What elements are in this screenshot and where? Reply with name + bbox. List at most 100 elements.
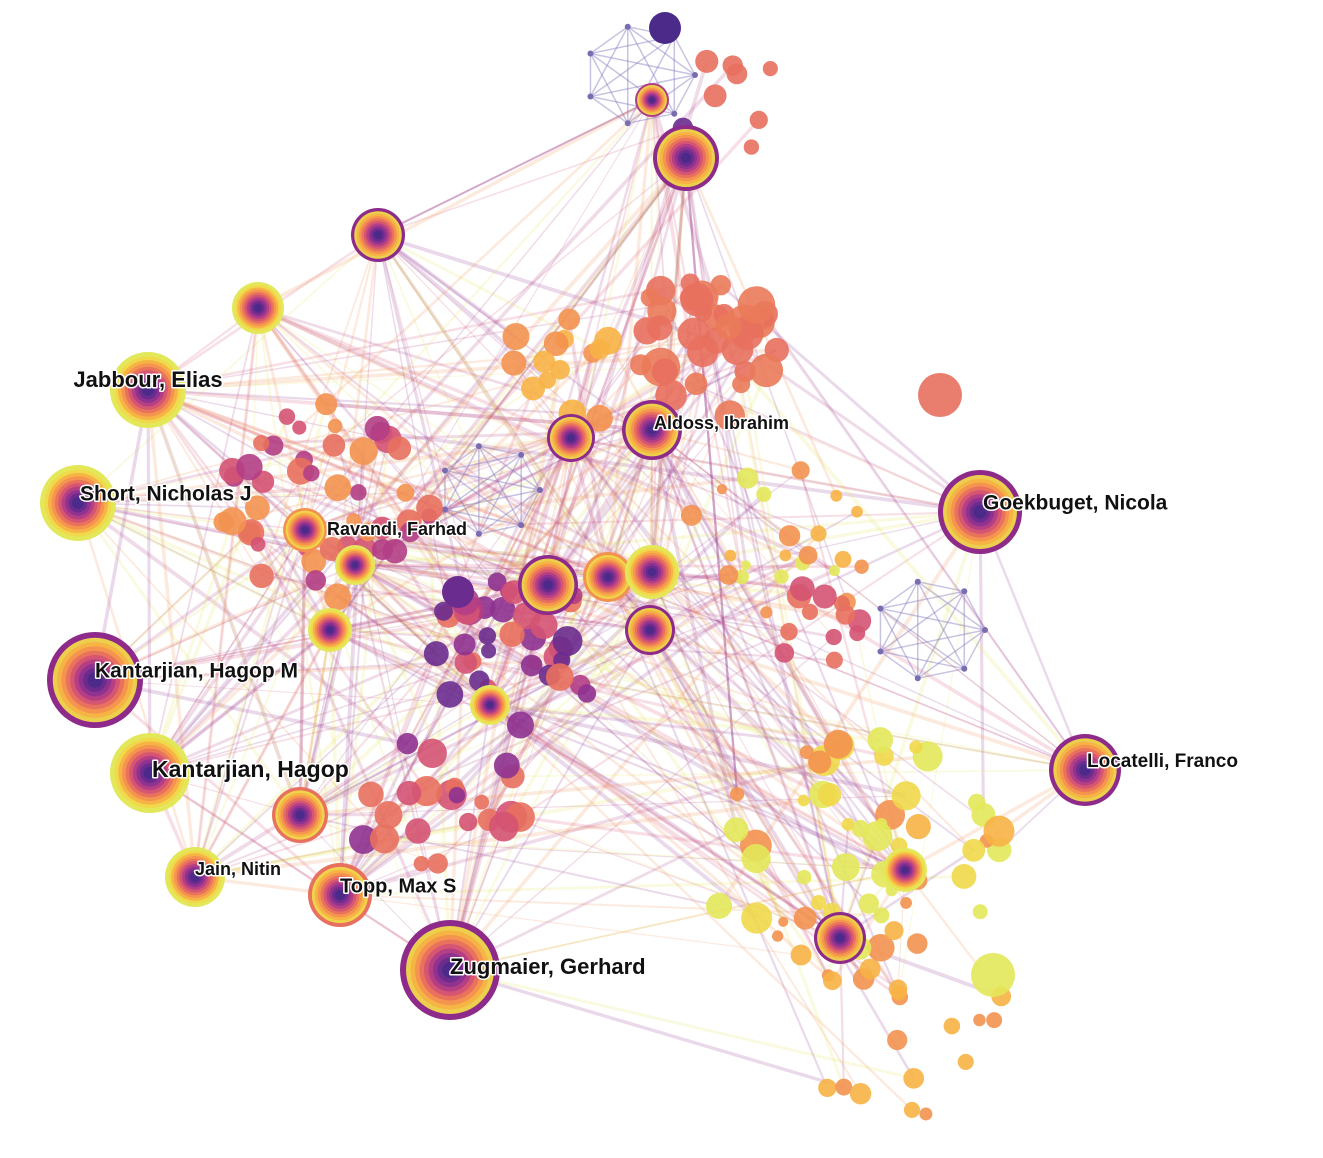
- node: [914, 578, 921, 585]
- edge: [76, 501, 409, 746]
- node: [849, 1082, 872, 1105]
- edge: [146, 389, 302, 816]
- node: [825, 628, 842, 646]
- node: [442, 576, 474, 608]
- edge: [299, 529, 306, 816]
- edge: [531, 664, 906, 871]
- node-ring: [351, 561, 359, 569]
- node: [831, 853, 860, 881]
- node: [646, 315, 673, 341]
- edge: [649, 628, 1086, 772]
- node: [250, 536, 266, 552]
- node: [760, 606, 773, 619]
- labels: Jabbour, Elias Short, Nicholas J Ravandi, …: [72, 365, 1240, 980]
- node: [481, 643, 497, 659]
- node: [327, 418, 343, 434]
- node: [589, 339, 610, 360]
- edge: [93, 678, 342, 897]
- edge: [377, 234, 692, 516]
- edge: [917, 629, 986, 679]
- edge: [978, 511, 986, 815]
- edge: [193, 629, 332, 878]
- edge: [338, 451, 366, 896]
- node: [828, 565, 840, 577]
- edge: [449, 968, 845, 1089]
- node: [722, 55, 743, 76]
- node: [680, 504, 702, 526]
- edge: [149, 679, 480, 774]
- node: [245, 495, 270, 521]
- node: [756, 486, 772, 502]
- node: [520, 654, 543, 677]
- edge: [193, 629, 332, 878]
- node: [364, 415, 390, 441]
- edge: [478, 445, 522, 456]
- node: [841, 818, 855, 831]
- edge: [354, 564, 466, 646]
- edge: [377, 234, 545, 626]
- edge: [299, 629, 651, 816]
- node: [741, 843, 771, 874]
- edge: [257, 306, 804, 565]
- edge: [651, 99, 662, 291]
- edge: [487, 429, 654, 821]
- node: [867, 933, 895, 962]
- node: [324, 583, 352, 611]
- node: [884, 921, 904, 941]
- edge: [146, 389, 152, 774]
- edge: [376, 233, 518, 339]
- node-ring: [190, 872, 200, 882]
- edge: [764, 313, 1086, 771]
- edge: [194, 579, 317, 878]
- node: [903, 1067, 925, 1089]
- edge: [406, 437, 572, 745]
- edge: [478, 445, 522, 526]
- edge: [880, 629, 986, 653]
- node: [586, 404, 613, 432]
- node: [521, 376, 546, 401]
- node: [906, 933, 928, 954]
- edge: [512, 437, 573, 593]
- edge: [77, 502, 386, 840]
- node: [518, 522, 525, 529]
- edge: [377, 234, 609, 578]
- edge: [299, 601, 848, 816]
- edge: [147, 388, 609, 579]
- edge: [147, 388, 609, 579]
- node: [350, 484, 367, 501]
- edge: [650, 429, 837, 747]
- node: [972, 904, 988, 920]
- edge: [448, 532, 820, 972]
- node: [587, 50, 594, 57]
- edge: [304, 429, 653, 531]
- node: [489, 596, 516, 623]
- edge: [519, 816, 841, 939]
- edge: [329, 428, 653, 632]
- node: [358, 781, 384, 808]
- node: [305, 570, 327, 591]
- node: [671, 110, 678, 117]
- edge: [147, 389, 389, 440]
- node: [488, 811, 519, 842]
- edge: [354, 234, 379, 566]
- edge: [917, 590, 965, 679]
- node: [692, 72, 698, 78]
- edge: [444, 508, 480, 535]
- node: [808, 750, 832, 774]
- edge: [77, 491, 359, 504]
- edge: [339, 894, 882, 917]
- edge: [606, 576, 829, 1089]
- node: [716, 483, 728, 495]
- edge: [338, 531, 369, 896]
- node: [533, 350, 556, 373]
- edge: [329, 628, 533, 639]
- node: [830, 489, 843, 502]
- edge: [298, 529, 307, 816]
- edge: [377, 99, 653, 236]
- node: [630, 354, 652, 376]
- edge: [488, 703, 758, 920]
- edge: [449, 869, 906, 971]
- edge: [444, 454, 522, 511]
- edge: [94, 679, 491, 706]
